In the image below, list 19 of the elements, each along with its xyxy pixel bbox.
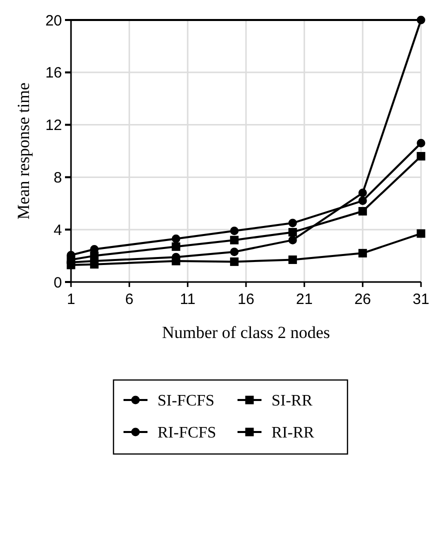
x-tick-label: 6 [125, 291, 134, 308]
x-tick-label: 31 [412, 291, 430, 308]
y-tick-label: 4 [54, 222, 62, 239]
x-tick-label: 21 [296, 291, 313, 308]
x-tick-label: 11 [180, 291, 196, 308]
y-tick-label: 16 [45, 64, 62, 82]
x-tick-label: 1 [66, 291, 76, 308]
y-tick-label: 8 [54, 169, 62, 186]
y-tick-label: 20 [45, 12, 62, 30]
legend-label: SI-RR [272, 392, 313, 410]
x-tick-label: 26 [354, 291, 372, 308]
x-axis-title: Number of class 2 nodes [162, 323, 330, 342]
legend-label: RI-RR [272, 424, 314, 442]
y-axis-title: Mean response time [14, 82, 33, 220]
y-tick-label: 12 [45, 117, 62, 134]
legend-label: SI-FCFS [158, 392, 214, 410]
x-tick-label: 16 [238, 291, 254, 308]
y-tick-label: 0 [54, 274, 62, 292]
legend-label: RI-FCFS [158, 424, 216, 442]
